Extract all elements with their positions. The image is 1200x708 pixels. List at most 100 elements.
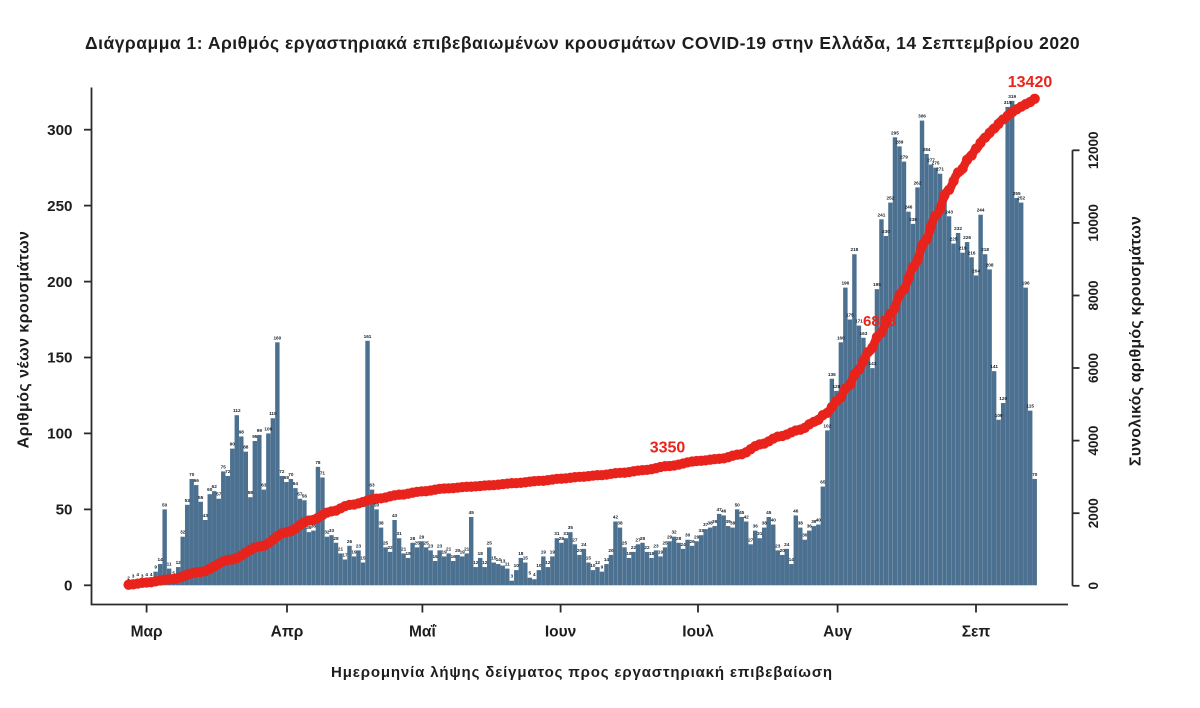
svg-text:43: 43	[392, 513, 398, 518]
svg-text:241: 241	[878, 212, 886, 217]
svg-text:250: 250	[47, 198, 72, 215]
svg-text:14: 14	[496, 557, 502, 562]
svg-text:40: 40	[816, 518, 822, 523]
svg-text:20: 20	[608, 548, 614, 553]
svg-text:26: 26	[689, 539, 695, 544]
svg-text:23: 23	[428, 543, 434, 548]
svg-text:25: 25	[487, 540, 493, 545]
svg-text:25: 25	[622, 540, 628, 545]
svg-text:161: 161	[364, 334, 372, 339]
svg-text:Αριθμός νέων κρουσμάτων: Αριθμός νέων κρουσμάτων	[16, 231, 33, 449]
svg-text:36: 36	[311, 524, 317, 529]
svg-text:19: 19	[442, 549, 448, 554]
svg-text:3: 3	[132, 574, 135, 579]
svg-text:35: 35	[306, 525, 312, 530]
svg-text:17: 17	[342, 552, 348, 557]
svg-text:18: 18	[405, 551, 411, 556]
svg-text:30: 30	[802, 533, 808, 538]
svg-text:29: 29	[694, 534, 700, 539]
svg-text:246: 246	[905, 205, 913, 210]
svg-text:208: 208	[986, 262, 994, 267]
svg-text:90: 90	[230, 442, 236, 447]
svg-text:Διάγραμμα 1: Αριθμός εργαστηρι: Διάγραμμα 1: Αριθμός εργαστηριακά επιβεβ…	[85, 33, 1080, 53]
svg-text:45: 45	[766, 510, 772, 515]
svg-text:3: 3	[510, 574, 513, 579]
svg-text:65: 65	[820, 480, 826, 485]
svg-text:70: 70	[189, 472, 195, 477]
svg-text:68: 68	[284, 475, 290, 480]
svg-text:10: 10	[590, 563, 596, 568]
svg-text:12000: 12000	[1086, 132, 1101, 170]
svg-text:78: 78	[315, 460, 321, 465]
svg-text:50: 50	[162, 502, 168, 507]
svg-text:4: 4	[136, 572, 139, 577]
svg-text:196: 196	[841, 281, 849, 286]
svg-text:35: 35	[568, 525, 574, 530]
svg-text:23: 23	[775, 543, 781, 548]
svg-text:4: 4	[145, 572, 148, 577]
svg-text:2: 2	[127, 575, 130, 580]
svg-text:22: 22	[387, 545, 393, 550]
svg-text:24: 24	[784, 542, 790, 547]
svg-text:31: 31	[396, 531, 402, 536]
svg-text:4: 4	[533, 572, 536, 577]
svg-text:27: 27	[572, 537, 578, 542]
svg-text:15: 15	[491, 556, 497, 561]
svg-text:175: 175	[846, 313, 854, 318]
svg-text:21: 21	[401, 546, 407, 551]
svg-text:25: 25	[415, 540, 421, 545]
svg-text:18: 18	[518, 551, 524, 556]
svg-text:Σεπ: Σεπ	[962, 624, 991, 641]
svg-text:64: 64	[293, 481, 299, 486]
svg-text:20: 20	[455, 548, 461, 553]
svg-text:204: 204	[972, 268, 980, 273]
svg-text:20: 20	[780, 548, 786, 553]
svg-text:50: 50	[56, 502, 73, 519]
svg-text:98: 98	[239, 429, 245, 434]
svg-text:32: 32	[324, 530, 330, 535]
svg-text:23: 23	[356, 543, 362, 548]
svg-text:115: 115	[1026, 404, 1034, 409]
svg-text:252: 252	[1017, 196, 1025, 201]
svg-text:216: 216	[968, 250, 976, 255]
svg-text:160: 160	[273, 335, 281, 340]
svg-text:28: 28	[676, 536, 682, 541]
svg-text:38: 38	[730, 521, 736, 526]
svg-text:70: 70	[288, 472, 294, 477]
svg-text:25: 25	[383, 540, 389, 545]
svg-text:226: 226	[963, 235, 971, 240]
svg-text:110: 110	[269, 411, 277, 416]
svg-text:10000: 10000	[1086, 204, 1101, 242]
svg-text:100: 100	[47, 426, 72, 443]
svg-text:163: 163	[859, 331, 867, 336]
svg-text:62: 62	[212, 484, 218, 489]
svg-text:75: 75	[221, 464, 227, 469]
svg-text:20: 20	[577, 548, 583, 553]
svg-text:5: 5	[172, 571, 175, 576]
svg-text:218: 218	[981, 247, 989, 252]
svg-text:0: 0	[64, 578, 72, 595]
svg-text:141: 141	[990, 364, 998, 369]
svg-text:36: 36	[807, 524, 813, 529]
svg-text:315: 315	[1004, 100, 1012, 105]
svg-text:38: 38	[798, 521, 804, 526]
svg-text:Ιουν: Ιουν	[545, 624, 576, 641]
svg-text:31: 31	[554, 531, 560, 536]
svg-text:196: 196	[1022, 281, 1030, 286]
svg-text:29: 29	[667, 534, 673, 539]
svg-text:12: 12	[473, 560, 479, 565]
svg-text:219: 219	[959, 246, 967, 251]
svg-text:22: 22	[631, 545, 637, 550]
svg-text:70: 70	[1032, 472, 1038, 477]
svg-text:225: 225	[950, 237, 958, 242]
svg-text:275: 275	[932, 161, 940, 166]
svg-text:2000: 2000	[1086, 498, 1101, 528]
svg-text:306: 306	[918, 114, 926, 119]
svg-text:232: 232	[954, 226, 962, 231]
svg-text:Αυγ: Αυγ	[823, 624, 852, 641]
svg-text:284: 284	[923, 147, 931, 152]
svg-text:32: 32	[671, 530, 677, 535]
svg-text:3350: 3350	[650, 440, 686, 457]
svg-text:18: 18	[626, 551, 632, 556]
svg-text:23: 23	[653, 543, 659, 548]
